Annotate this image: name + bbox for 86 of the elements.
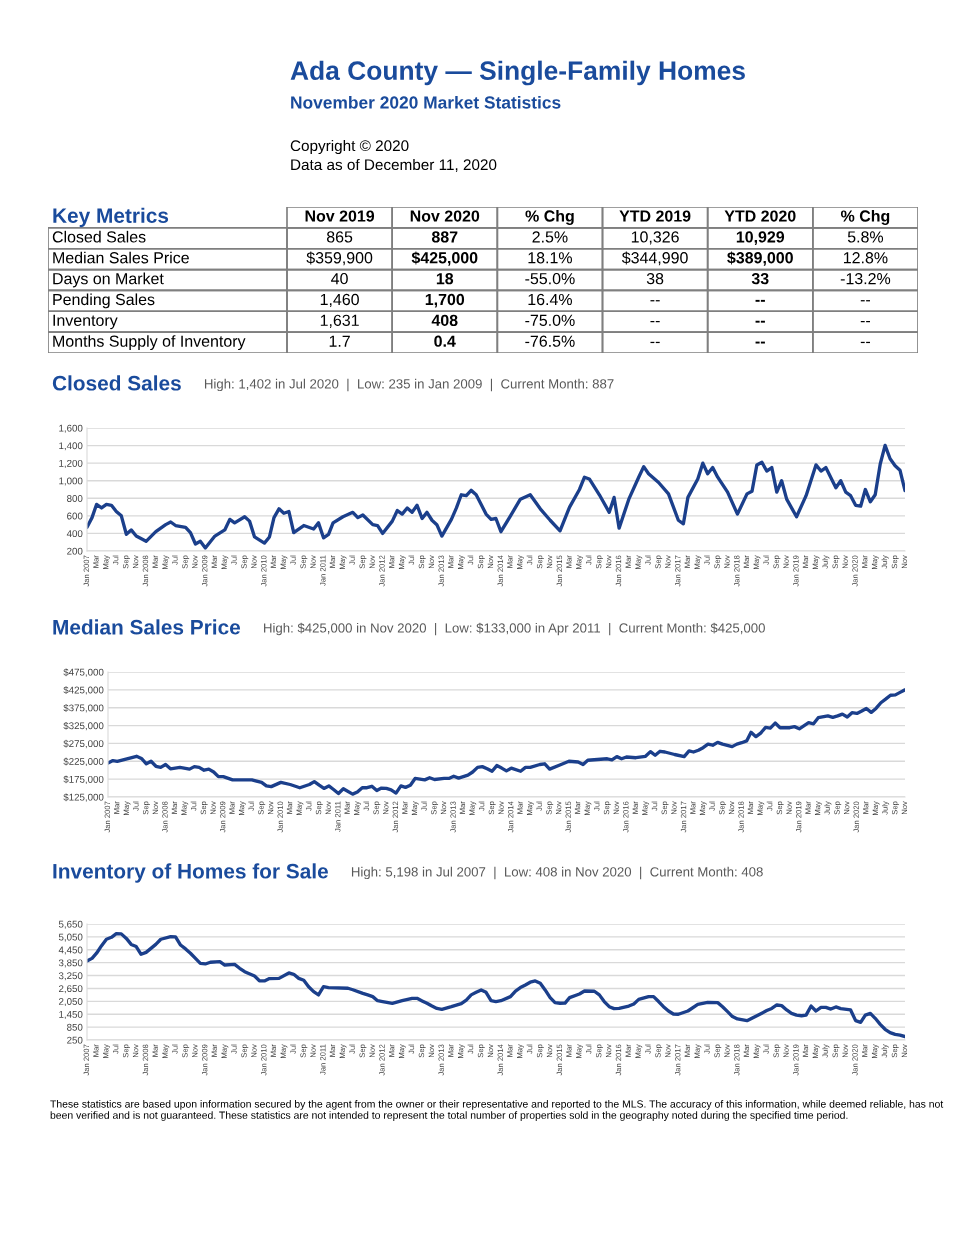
text: -- — [755, 299, 765, 302]
y-tick-label: 400 — [66, 530, 83, 538]
text: 2.5% — [532, 231, 568, 243]
chart-title: Closed Sales — [52, 375, 181, 391]
text: -13.2% — [840, 272, 891, 285]
category-label: Pending Sales — [53, 293, 155, 309]
text: These statistics are based upon information secured by the agent from the owner or their representative and reported to the MLS. The accuracy of this information, while deemed reliable, has not been verified and is not guaranteed. These statistics are not intended to represent the total number of properties sold in the geography noted during the specified time period. — [50, 1100, 944, 1121]
text: 10,929 — [736, 231, 785, 245]
y-tick-label: $225,000 — [63, 757, 104, 767]
text: -55.0% — [525, 272, 575, 285]
y-tick-label: 2,050 — [59, 998, 83, 1007]
y-tick-label: 5,650 — [58, 920, 83, 929]
y-tick-label: 1,000 — [59, 477, 83, 486]
text: 887 — [431, 231, 458, 243]
text: 408 — [431, 314, 458, 326]
y-tick-label: 800 — [67, 495, 83, 502]
text: $389,000 — [727, 251, 793, 266]
text: -76.5% — [525, 335, 575, 347]
text: -- — [860, 320, 871, 323]
text: 1,700 — [425, 293, 465, 308]
y-tick-label: $425,000 — [63, 686, 104, 695]
y-tick-label: 1,400 — [59, 442, 83, 451]
category-label: Nov 2019 — [305, 210, 375, 222]
y-tick-label: 5,050 — [58, 933, 83, 942]
text: Data as of December 11, 2020 — [291, 158, 497, 172]
text: 33 — [751, 272, 769, 285]
text: Key Metrics — [53, 207, 169, 228]
text: Copyright © 2020 — [290, 139, 409, 155]
category-label: Inventory — [53, 314, 118, 330]
text: 1,631 — [320, 314, 359, 328]
text: 12.8% — [843, 252, 888, 264]
y-tick-label: $125,000 — [63, 793, 104, 802]
y-tick-label: 2,650 — [59, 985, 83, 994]
chart-title: Inventory of Homes for Sale — [53, 863, 328, 883]
y-tick-label: $375,000 — [63, 704, 104, 713]
chart-title: Median Sales Price — [53, 619, 241, 635]
text: -- — [860, 300, 871, 302]
text: -- — [650, 300, 660, 302]
text: $344,990 — [621, 251, 688, 266]
text: 865 — [326, 231, 353, 243]
text: 18.1% — [528, 252, 572, 264]
y-tick-label: $475,000 — [63, 668, 104, 677]
y-tick-label: 1,200 — [59, 459, 83, 468]
text: $425,000 — [411, 251, 478, 266]
y-tick-label: 3,250 — [58, 972, 83, 981]
text: 0.4 — [434, 335, 456, 347]
text: 40 — [331, 272, 348, 285]
category-label: Nov 2020 — [410, 210, 480, 222]
category-label: Closed Sales — [52, 230, 146, 243]
text: -- — [755, 320, 765, 323]
text: November 2020 Market Statistics — [291, 95, 561, 109]
text: 18 — [436, 272, 454, 285]
y-tick-label: 600 — [67, 512, 83, 520]
text: 10,326 — [631, 231, 679, 245]
text: 5.8% — [847, 231, 884, 243]
y-tick-label: 1,450 — [59, 1010, 83, 1019]
category-label: % Chg — [525, 209, 574, 225]
y-tick-label: $175,000 — [63, 775, 104, 784]
chart-subtitle: High: 1,402 in Jul 2020 | Low: 235 in Jan 2009 | Current Month: 887 — [204, 378, 614, 392]
text: -75.0% — [525, 314, 575, 326]
y-tick-label: 200 — [67, 547, 83, 555]
category-label: Median Sales Price — [53, 251, 189, 264]
text: 1.7 — [329, 335, 350, 347]
category-label: Months Supply of Inventory — [53, 335, 246, 351]
text: 16.4% — [528, 293, 572, 306]
text: 38 — [646, 272, 664, 285]
text: -- — [860, 341, 871, 344]
chart-subtitle: High: 5,198 in Jul 2007 | Low: 408 in Nov 2020 | Current Month: 408 — [351, 866, 763, 880]
y-tick-label: $325,000 — [63, 721, 104, 731]
category-label: % Chg — [840, 209, 890, 225]
y-tick-label: 4,450 — [58, 946, 83, 955]
text: $359,900 — [306, 251, 373, 266]
text: 1,460 — [320, 293, 359, 308]
category-label: Days on Market — [53, 272, 164, 288]
chart-subtitle: High: $425,000 in Nov 2020 | Low: $133,000 in Apr 2011 | Current Month: $425,000 — [264, 622, 765, 636]
y-tick-label: 850 — [67, 1023, 83, 1031]
text: -- — [755, 341, 765, 344]
text: -- — [650, 320, 660, 323]
y-tick-label: $275,000 — [63, 739, 104, 749]
category-label: YTD 2020 — [724, 210, 796, 222]
y-tick-label: 250 — [67, 1036, 83, 1044]
category-label: YTD 2019 — [619, 210, 691, 222]
y-tick-label: 3,850 — [58, 959, 83, 968]
y-tick-label: 1,600 — [59, 424, 83, 433]
text: -- — [650, 341, 660, 344]
text: Ada County — Single-Family Homes — [290, 60, 745, 86]
